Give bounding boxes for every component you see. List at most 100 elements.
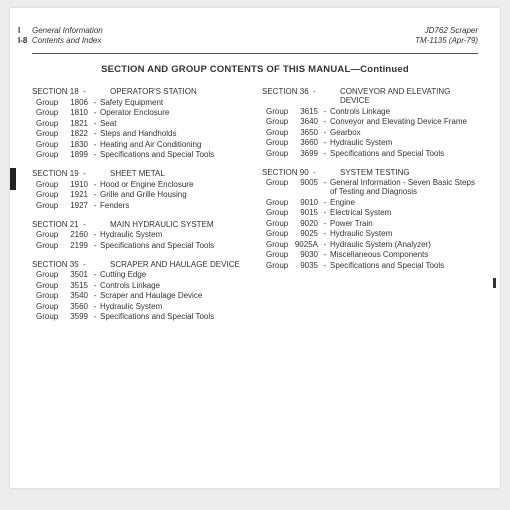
group-dash: -	[320, 250, 330, 259]
group-title: Specifications and Special Tools	[100, 150, 248, 159]
section-label: SECTION 36 -	[262, 87, 340, 105]
group-dash: -	[320, 229, 330, 238]
right-column: SECTION 36 -CONVEYOR AND ELEVATING DEVIC…	[262, 87, 478, 331]
group-dash: -	[90, 291, 100, 300]
group-title: Power Train	[330, 219, 478, 228]
section: SECTION 18 -OPERATOR'S STATIONGroup1806-…	[32, 87, 248, 159]
group-label: Group	[262, 117, 290, 126]
section: SECTION 21 -MAIN HYDRAULIC SYSTEMGroup21…	[32, 220, 248, 250]
group-dash: -	[90, 108, 100, 117]
header-right-1: JD762 Scraper	[425, 26, 478, 35]
section: SECTION 19 -SHEET METALGroup1910-Hood or…	[32, 169, 248, 210]
group-dash: -	[320, 240, 330, 249]
group-number: 1806	[60, 98, 90, 107]
group-title: Fenders	[100, 201, 248, 210]
group-dash: -	[320, 149, 330, 158]
group-number: 9025A	[290, 240, 320, 249]
group-label: Group	[262, 219, 290, 228]
group-title: Grille and Grille Housing	[100, 190, 248, 199]
group-row: Group3615-Controls Linkage	[262, 107, 478, 116]
group-dash: -	[320, 219, 330, 228]
group-row: Group3540-Scraper and Haulage Device	[32, 291, 248, 300]
group-row: Group3599-Specifications and Special Too…	[32, 312, 248, 321]
header-left-1: General Information	[32, 26, 103, 35]
section-title: OPERATOR'S STATION	[110, 87, 248, 96]
group-row: Group9005-General Information - Seven Ba…	[262, 178, 478, 196]
group-number: 2160	[60, 230, 90, 239]
header-right-2: TM-1135 (Apr-79)	[415, 36, 478, 45]
content-columns: SECTION 18 -OPERATOR'S STATIONGroup1806-…	[32, 87, 478, 331]
group-title: Hydraulic System	[100, 230, 248, 239]
section-title: SCRAPER AND HAULAGE DEVICE	[110, 260, 248, 269]
group-number: 9010	[290, 198, 320, 207]
group-label: Group	[262, 261, 290, 270]
group-row: Group3515-Controls Linkage	[32, 281, 248, 290]
group-dash: -	[90, 98, 100, 107]
group-title: Cutting Edge	[100, 270, 248, 279]
group-dash: -	[320, 138, 330, 147]
section-header: SECTION 21 -MAIN HYDRAULIC SYSTEM	[32, 220, 248, 229]
group-number: 3650	[290, 128, 320, 137]
group-dash: -	[90, 241, 100, 250]
group-label: Group	[32, 291, 60, 300]
group-label: Group	[32, 119, 60, 128]
group-row: Group9035-Specifications and Special Too…	[262, 261, 478, 270]
section-title: CONVEYOR AND ELEVATING DEVICE	[340, 87, 478, 105]
group-label: Group	[32, 129, 60, 138]
page-title: SECTION AND GROUP CONTENTS OF THIS MANUA…	[32, 64, 478, 75]
group-title: Engine	[330, 198, 478, 207]
group-dash: -	[90, 140, 100, 149]
section-header: SECTION 90 -SYSTEM TESTING	[262, 168, 478, 177]
group-number: 9030	[290, 250, 320, 259]
group-number: 9020	[290, 219, 320, 228]
group-dash: -	[90, 270, 100, 279]
group-label: Group	[32, 302, 60, 311]
group-row: Group2199-Specifications and Special Too…	[32, 241, 248, 250]
group-dash: -	[90, 150, 100, 159]
group-row: Group3699-Specifications and Special Too…	[262, 149, 478, 158]
group-row: Group3660-Hydraulic System	[262, 138, 478, 147]
group-number: 2199	[60, 241, 90, 250]
section-label: SECTION 19 -	[32, 169, 110, 178]
group-title: Controls Linkage	[100, 281, 248, 290]
group-number: 3515	[60, 281, 90, 290]
group-row: Group1806-Safety Equipment	[32, 98, 248, 107]
page-header: I I-8 General Information Contents and I…	[32, 26, 478, 54]
group-number: 3699	[290, 149, 320, 158]
group-dash: -	[90, 312, 100, 321]
group-row: Group1899-Specifications and Special Too…	[32, 150, 248, 159]
group-title: Hydraulic System	[100, 302, 248, 311]
group-dash: -	[320, 261, 330, 270]
group-dash: -	[90, 281, 100, 290]
group-number: 1910	[60, 180, 90, 189]
group-label: Group	[262, 198, 290, 207]
left-column: SECTION 18 -OPERATOR'S STATIONGroup1806-…	[32, 87, 248, 331]
group-title: Specifications and Special Tools	[330, 261, 478, 270]
group-title: Conveyor and Elevating Device Frame	[330, 117, 478, 126]
group-title: Specifications and Special Tools	[100, 241, 248, 250]
group-number: 3560	[60, 302, 90, 311]
group-title: Specifications and Special Tools	[100, 312, 248, 321]
group-label: Group	[32, 150, 60, 159]
group-label: Group	[262, 229, 290, 238]
group-dash: -	[90, 230, 100, 239]
section: SECTION 36 -CONVEYOR AND ELEVATING DEVIC…	[262, 87, 478, 158]
group-dash: -	[90, 129, 100, 138]
group-label: Group	[32, 230, 60, 239]
group-label: Group	[32, 270, 60, 279]
group-number: 1921	[60, 190, 90, 199]
group-title: Electrical System	[330, 208, 478, 217]
group-dash: -	[320, 198, 330, 207]
group-label: Group	[32, 201, 60, 210]
margin-mark	[493, 278, 496, 288]
group-label: Group	[262, 138, 290, 147]
group-title: Hydraulic System	[330, 138, 478, 147]
group-label: Group	[262, 178, 290, 196]
group-row: Group3650-Gearbox	[262, 128, 478, 137]
section: SECTION 90 -SYSTEM TESTINGGroup9005-Gene…	[262, 168, 478, 270]
group-row: Group1810-Operator Enclosure	[32, 108, 248, 117]
group-dash: -	[90, 302, 100, 311]
group-label: Group	[32, 98, 60, 107]
section-header: SECTION 19 -SHEET METAL	[32, 169, 248, 178]
group-row: Group3640-Conveyor and Elevating Device …	[262, 117, 478, 126]
